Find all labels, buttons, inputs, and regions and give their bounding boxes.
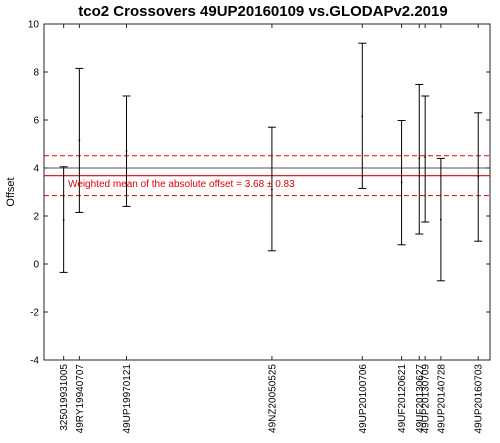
data-point	[62, 218, 65, 221]
error-bar	[415, 83, 424, 235]
y-tick-label: -2	[30, 308, 39, 319]
data-point	[361, 115, 364, 118]
x-tick-label: 49UP20160703	[474, 364, 485, 434]
reference-lines	[44, 155, 490, 197]
data-point	[418, 157, 421, 160]
y-tick-label: 4	[33, 164, 39, 175]
error-bar	[59, 166, 68, 273]
y-tick-label: 2	[33, 212, 39, 223]
y-axis-label: Offset	[5, 177, 17, 206]
error-bars	[59, 42, 483, 282]
x-tick-label: 325019931005	[59, 364, 70, 431]
x-tick-label: 49UP20130709	[421, 364, 432, 434]
x-tick-label: 49RY19940707	[75, 364, 86, 434]
error-bar	[75, 67, 84, 213]
error-bar	[474, 112, 483, 242]
weighted-mean-annotation: Weighted mean of the absolute offset = 3…	[68, 179, 295, 190]
data-point	[271, 188, 273, 191]
data-point	[125, 150, 128, 152]
error-bar	[122, 95, 131, 207]
x-tick-label: 49UP20100706	[358, 364, 369, 434]
error-bar	[358, 42, 367, 189]
x-tick-label: 49UP19970121	[122, 364, 133, 434]
chart-title: tco2 Crossovers 49UP20160109 vs.GLODAPv2…	[78, 3, 447, 20]
data-point	[424, 156, 426, 158]
error-bar	[436, 157, 445, 282]
data-point	[477, 175, 479, 178]
error-bar	[397, 119, 406, 246]
x-axis: 325019931005 49RY19940707 49UP19970121 49NZ…	[59, 24, 485, 434]
x-tick-label: 49UF20120621	[397, 364, 408, 433]
y-tick-label: 10	[28, 20, 40, 31]
x-tick-label: 49UP20140728	[436, 364, 447, 434]
error-bar	[267, 126, 276, 252]
y-axis: -4 -2 0 2 4 6 8 10	[28, 20, 490, 367]
plot-area	[43, 23, 491, 361]
data-point	[78, 139, 81, 142]
x-tick-label: 49UF20130627	[415, 364, 426, 433]
y-tick-label: 0	[33, 260, 39, 271]
y-tick-label: -4	[30, 356, 39, 367]
y-tick-label: 6	[33, 116, 39, 127]
data-point	[440, 218, 442, 221]
data-point	[400, 181, 403, 184]
error-bar	[421, 95, 430, 223]
x-tick-label: 49NZ20050525	[267, 364, 278, 433]
y-tick-label: 8	[33, 68, 39, 79]
